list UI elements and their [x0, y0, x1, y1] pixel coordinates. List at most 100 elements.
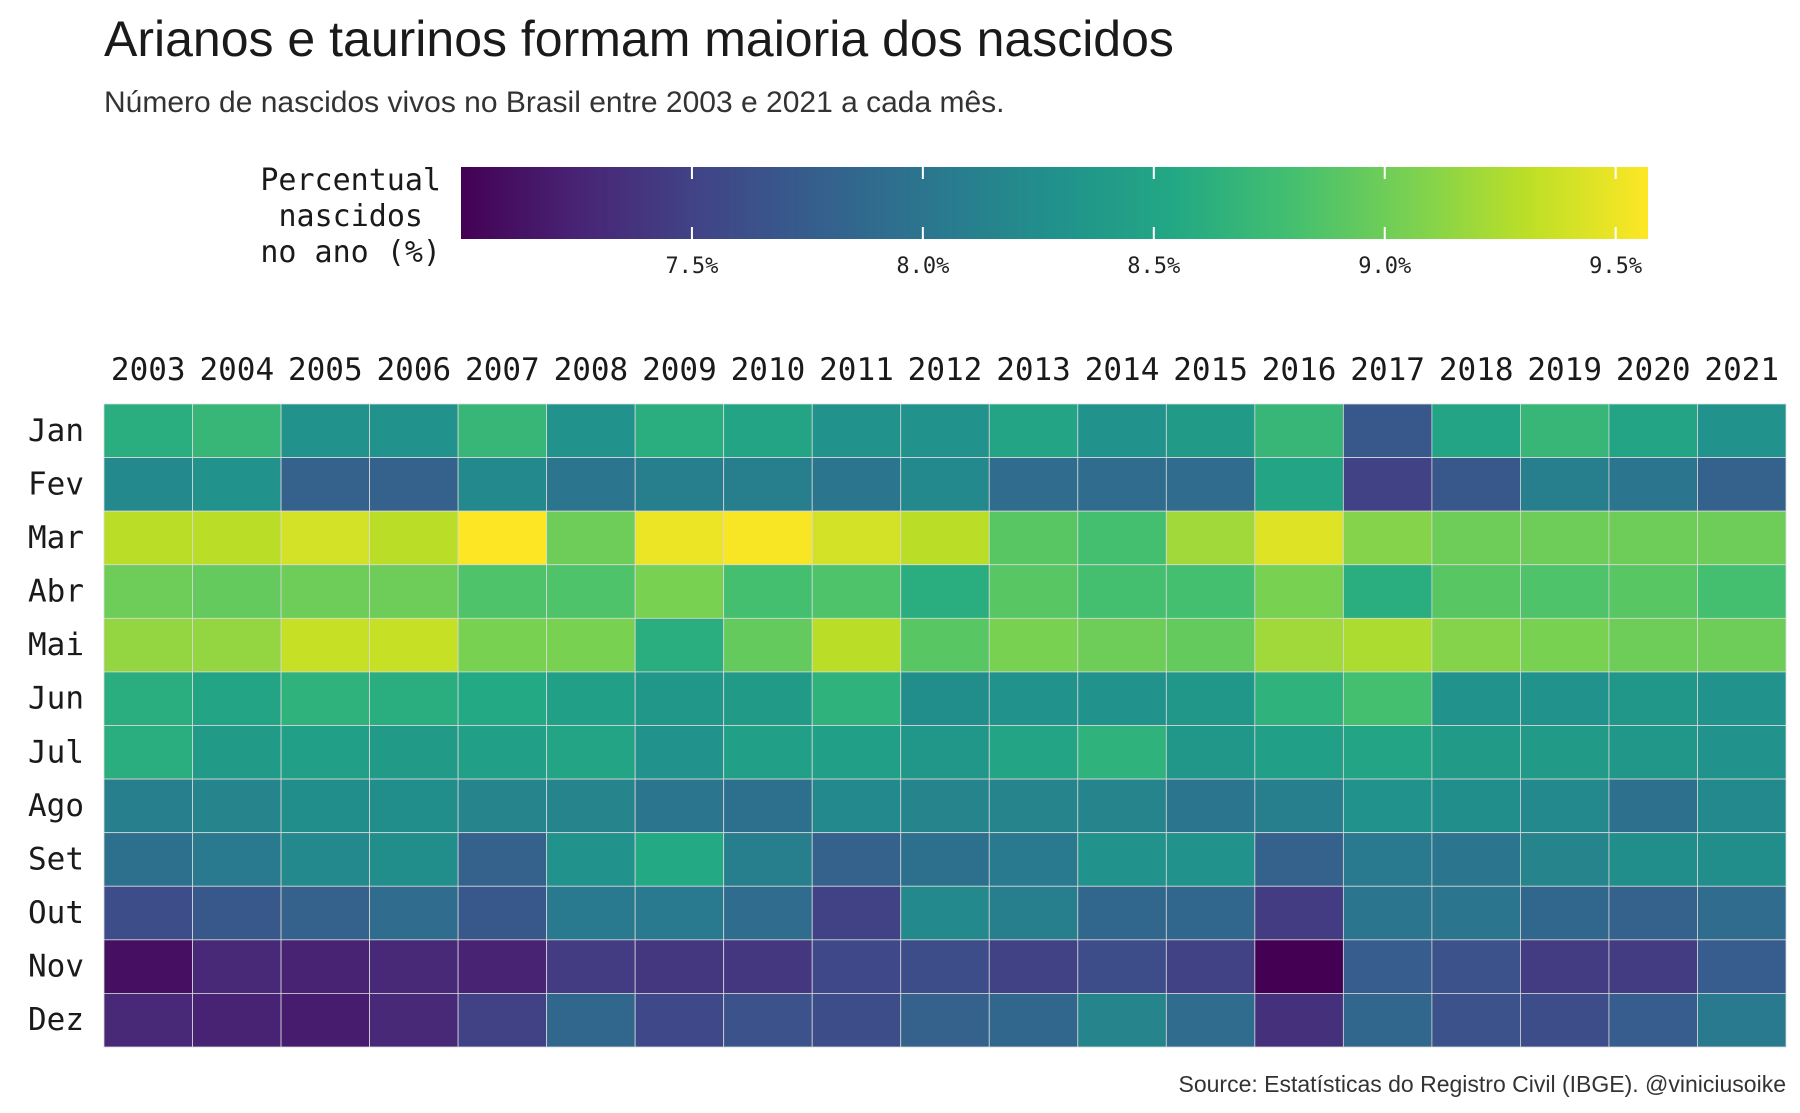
heatmap-cell — [457, 885, 548, 941]
heatmap-cell — [1520, 671, 1610, 726]
heatmap-cell — [369, 510, 459, 566]
heatmap-cell — [546, 510, 636, 566]
heatmap-cell — [723, 403, 813, 458]
heatmap-cell — [280, 778, 370, 834]
heatmap-cell — [723, 993, 813, 1048]
heatmap-cell — [1254, 457, 1344, 512]
heatmap-cell — [1077, 510, 1167, 566]
heatmap-cell — [369, 778, 459, 834]
heatmap-cell — [900, 510, 990, 566]
heatmap-cell — [1697, 617, 1787, 673]
heatmap-cell — [546, 403, 636, 458]
month-label: Set — [28, 841, 84, 877]
heatmap-cell — [103, 885, 193, 941]
year-label: 2016 — [1262, 352, 1337, 388]
heatmap-cell — [988, 564, 1079, 619]
heatmap-cell — [900, 564, 990, 619]
heatmap-cell — [1077, 403, 1167, 458]
heatmap-cell — [1697, 885, 1787, 941]
month-label: Jun — [28, 681, 84, 717]
month-label: Nov — [28, 949, 84, 985]
heatmap-cell — [369, 564, 459, 619]
heatmap-cell — [900, 885, 990, 941]
heatmap-cell — [369, 403, 459, 458]
heatmap-cell — [811, 457, 902, 512]
heatmap-cell — [192, 510, 282, 566]
heatmap-cell — [1165, 993, 1256, 1048]
heatmap-cell — [1608, 885, 1698, 941]
heatmap-cell — [723, 617, 813, 673]
heatmap-cell — [103, 832, 193, 887]
heatmap-cell — [1077, 564, 1167, 619]
heatmap-cell — [1342, 403, 1433, 458]
heatmap-cell — [1520, 457, 1610, 512]
heatmap-cell — [634, 617, 725, 673]
source-caption: Source: Estatísticas do Registro Civil (… — [1179, 1071, 1787, 1097]
heatmap-cell — [1254, 832, 1344, 887]
month-label: Abr — [28, 574, 84, 610]
heatmap-cell — [192, 778, 282, 834]
heatmap-cell — [1342, 778, 1433, 834]
heatmap-cell — [811, 939, 902, 994]
heatmap-cell — [900, 725, 990, 780]
heatmap-cell — [1431, 671, 1521, 726]
heatmap-cell — [1254, 510, 1344, 566]
month-label: Mar — [28, 520, 84, 556]
heatmap-cell — [900, 671, 990, 726]
heatmap-cell — [1608, 617, 1698, 673]
heatmap-cell — [1254, 617, 1344, 673]
heatmap-cell — [1608, 832, 1698, 887]
heatmap-cell — [900, 832, 990, 887]
heatmap-cell — [1342, 832, 1433, 887]
heatmap-cell — [1431, 778, 1521, 834]
heatmap-cell — [103, 457, 193, 512]
heatmap-cell — [1431, 617, 1521, 673]
heatmap-cell — [369, 617, 459, 673]
heatmap-cell — [1697, 725, 1787, 780]
heatmap-cell — [634, 457, 725, 512]
heatmap-cell — [811, 832, 902, 887]
heatmap-cell — [1608, 939, 1698, 994]
heatmap-cell — [1254, 725, 1344, 780]
heatmap-cell — [280, 457, 370, 512]
heatmap-cell — [457, 993, 548, 1048]
legend-tick-label: 9.0% — [1358, 254, 1411, 279]
heatmap-cell — [1520, 510, 1610, 566]
heatmap-cell — [103, 778, 193, 834]
year-label: 2007 — [465, 352, 540, 388]
legend-tick-label: 8.5% — [1127, 254, 1180, 279]
heatmap-cell — [1342, 510, 1433, 566]
heatmap-cell — [1165, 617, 1256, 673]
heatmap-cell — [1520, 832, 1610, 887]
heatmap-cell — [1697, 993, 1787, 1048]
heatmap-cell — [900, 993, 990, 1048]
heatmap-cell — [457, 778, 548, 834]
heatmap-cell — [457, 564, 548, 619]
year-label: 2005 — [288, 352, 363, 388]
heatmap-cell — [457, 617, 548, 673]
heatmap-cell — [1608, 725, 1698, 780]
heatmap-cell — [723, 725, 813, 780]
chart-title: Arianos e taurinos formam maioria dos na… — [104, 11, 1174, 67]
heatmap-cell — [192, 885, 282, 941]
year-label: 2008 — [554, 352, 629, 388]
heatmap-cell — [1165, 778, 1256, 834]
heatmap-cell — [1431, 939, 1521, 994]
heatmap-cell — [988, 885, 1079, 941]
heatmap-cell — [103, 564, 193, 619]
heatmap-cell — [634, 564, 725, 619]
heatmap-cell — [1077, 939, 1167, 994]
heatmap-cell — [1697, 778, 1787, 834]
heatmap-cell — [988, 832, 1079, 887]
heatmap-cell — [811, 778, 902, 834]
year-label: 2018 — [1439, 352, 1514, 388]
heatmap-cell — [900, 778, 990, 834]
heatmap-cell — [546, 617, 636, 673]
heatmap-cell — [1254, 403, 1344, 458]
heatmap-cell — [280, 832, 370, 887]
legend-tick-label: 9.5% — [1589, 254, 1642, 279]
heatmap-cell — [1520, 564, 1610, 619]
heatmap-cell — [1608, 457, 1698, 512]
heatmap-cell — [192, 939, 282, 994]
heatmap-cell — [192, 993, 282, 1048]
